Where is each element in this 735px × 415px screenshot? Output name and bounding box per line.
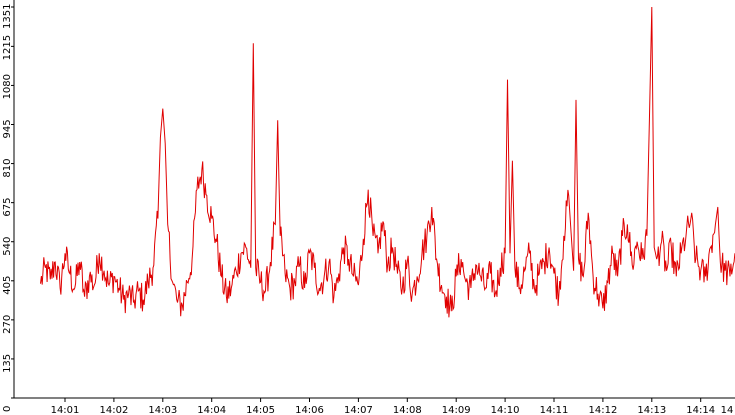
y-tick-label: 1351 [2, 4, 13, 29]
y-axis: 0 135 270 405 540 675 810 945 1080 1215 1351 [2, 0, 15, 412]
y-tick-label: 135 [2, 354, 13, 373]
x-tick-label: 14:13 [637, 405, 666, 415]
plot-area [40, 6, 735, 318]
x-tick-label: 14:11 [540, 405, 569, 415]
x-tick-label: 14:08 [393, 405, 422, 415]
y-tick-label: 945 [2, 119, 13, 138]
x-axis: 14:01 14:02 14:03 14:04 14:05 14:06 14:07 14:08… [14, 397, 735, 415]
x-tick-label: 14:01 [51, 405, 80, 415]
x-tick-label: 14:09 [442, 405, 471, 415]
series-line [40, 6, 735, 318]
y-tick-label: 270 [2, 315, 13, 334]
x-tick-label: 14:12 [588, 405, 617, 415]
x-tick-label: 14:10 [491, 405, 520, 415]
x-tick-label: 14:07 [344, 405, 373, 415]
y-tick-label: 675 [2, 198, 13, 217]
y-tick-label: 810 [2, 158, 13, 177]
y-tick-label: 405 [2, 276, 13, 295]
x-tick-label: 14 [721, 405, 734, 415]
x-tick-label: 14:06 [295, 405, 324, 415]
x-tick-label: 14:02 [99, 405, 128, 415]
x-tick-label: 14:05 [246, 405, 275, 415]
x-tick-label: 14:03 [148, 405, 177, 415]
x-tick-label: 14:04 [197, 405, 226, 415]
y-tick-label: 540 [2, 237, 13, 256]
y-tick-label: 1215 [2, 35, 13, 60]
x-tick-label: 14:14 [686, 405, 715, 415]
y-tick-label: 0 [2, 406, 13, 412]
y-tick-label: 1080 [2, 74, 13, 99]
